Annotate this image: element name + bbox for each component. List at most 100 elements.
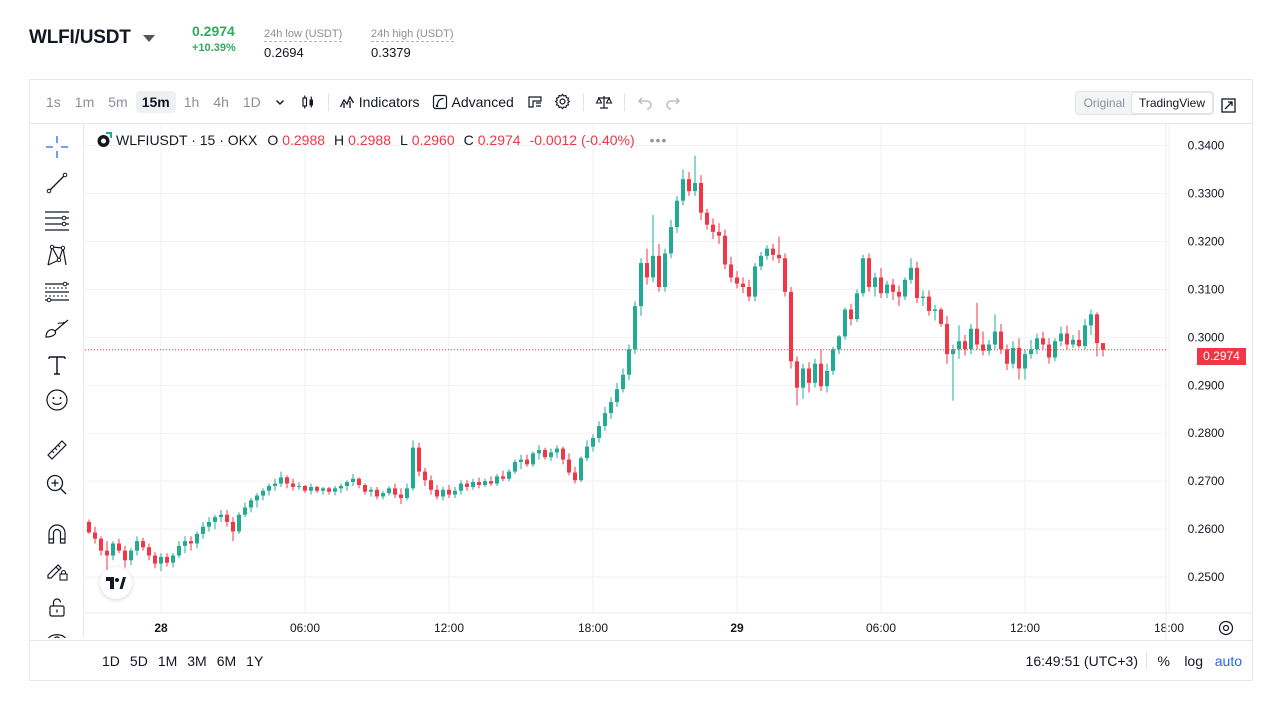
- layout-icon[interactable]: [524, 91, 546, 113]
- candle: [315, 485, 319, 494]
- candle: [261, 488, 265, 501]
- log-scale-button[interactable]: log: [1184, 652, 1203, 669]
- indicators-button[interactable]: Indicators: [335, 91, 424, 113]
- candle-body: [1029, 349, 1033, 355]
- candle: [675, 195, 679, 233]
- candle-body: [225, 514, 229, 522]
- advanced-button[interactable]: Advanced: [428, 91, 518, 113]
- emoji-icon[interactable]: [43, 386, 71, 414]
- interval-1D[interactable]: 1D: [242, 93, 261, 110]
- fib-icon[interactable]: [43, 278, 71, 306]
- candle-body: [747, 287, 751, 297]
- unlock-icon[interactable]: [43, 593, 71, 621]
- x-tick-label: 06:00: [866, 621, 896, 635]
- range-1Y[interactable]: 1Y: [246, 652, 264, 669]
- compare-icon[interactable]: [593, 91, 615, 113]
- fullscreen-icon[interactable]: [1217, 94, 1239, 116]
- interval-4h[interactable]: 4h: [213, 93, 229, 110]
- candle: [1083, 319, 1087, 350]
- candle-body: [555, 448, 559, 453]
- text-tool-icon[interactable]: [43, 351, 71, 379]
- candle: [573, 466, 577, 484]
- range-3M[interactable]: 3M: [187, 652, 207, 669]
- candle-body: [519, 459, 523, 462]
- range-5D[interactable]: 5D: [129, 652, 148, 669]
- low-label: 24h low (USDT): [264, 28, 343, 42]
- candle: [447, 484, 451, 498]
- candle-body: [1017, 347, 1021, 369]
- interval-15m[interactable]: 15m: [135, 90, 176, 113]
- candle-body: [711, 224, 715, 232]
- candle-body: [177, 545, 181, 556]
- redo-icon[interactable]: [662, 91, 684, 113]
- legend-more-icon[interactable]: •••: [649, 132, 668, 148]
- candle: [1059, 326, 1063, 346]
- candle-body: [393, 488, 397, 495]
- price-change-percent: +10.39%: [192, 42, 236, 54]
- magnet-icon[interactable]: [43, 520, 71, 548]
- candle-body: [591, 438, 595, 447]
- pattern-icon[interactable]: [43, 242, 71, 270]
- candle-body: [345, 482, 349, 486]
- interval-1m[interactable]: 1m: [74, 93, 95, 110]
- drawing-toolbar: [30, 124, 84, 638]
- candle-body: [675, 200, 679, 228]
- percent-scale-button[interactable]: %: [1157, 652, 1170, 669]
- candle-body: [135, 541, 139, 551]
- candle-body: [855, 293, 859, 320]
- chart-toolbar: 1s 1m 5m 15m 1h 4h 1D Indicators Advanced: [30, 80, 1252, 124]
- candle-body: [615, 389, 619, 403]
- candle-body: [351, 478, 355, 483]
- candle-body: [951, 349, 955, 355]
- horizontal-lines-icon[interactable]: [43, 206, 71, 234]
- candlestick-chart[interactable]: 0.3400 0.3300 0.3200 0.3100 0.3000 0.2900 0.28…: [85, 124, 1252, 640]
- candle: [453, 486, 457, 498]
- auto-scale-button[interactable]: auto: [1214, 652, 1242, 669]
- pair-selector[interactable]: WLFI/USDT: [29, 27, 155, 49]
- range-1M[interactable]: 1M: [157, 652, 178, 669]
- clock[interactable]: 16:49:51 (UTC+3): [1025, 652, 1138, 669]
- candle: [987, 339, 991, 356]
- view-original-tab[interactable]: Original: [1083, 96, 1125, 110]
- candle-body: [369, 489, 373, 492]
- candle: [345, 480, 349, 491]
- range-6M[interactable]: 6M: [216, 652, 237, 669]
- eye-icon[interactable]: [43, 627, 71, 638]
- interval-5m[interactable]: 5m: [108, 93, 128, 110]
- candle-body: [537, 450, 541, 454]
- gear-icon[interactable]: [552, 91, 574, 113]
- candle-body: [387, 488, 391, 494]
- zoom-in-icon[interactable]: [43, 471, 71, 499]
- interval-1h[interactable]: 1h: [183, 93, 200, 110]
- candle-body: [837, 336, 841, 350]
- range-1D[interactable]: 1D: [102, 652, 120, 669]
- candle: [555, 445, 559, 459]
- trend-line-icon[interactable]: [43, 169, 71, 197]
- candle: [699, 175, 703, 220]
- candle: [531, 451, 535, 467]
- candle-body: [207, 521, 211, 527]
- candle: [879, 267, 883, 299]
- candle-body: [543, 450, 547, 458]
- candle-body: [1047, 344, 1051, 358]
- candle-body: [363, 484, 367, 492]
- crosshair-icon[interactable]: [43, 133, 71, 161]
- ruler-icon[interactable]: [43, 436, 71, 464]
- axis-settings-icon[interactable]: [1218, 620, 1234, 636]
- view-tradingview-tab[interactable]: TradingView: [1131, 93, 1212, 113]
- candle: [123, 545, 127, 568]
- candle-body: [1011, 347, 1015, 364]
- candles-icon[interactable]: [297, 91, 319, 113]
- tradingview-logo[interactable]: [100, 567, 132, 599]
- candle: [471, 478, 475, 490]
- candle-body: [231, 521, 235, 532]
- interval-1s[interactable]: 1s: [46, 93, 61, 110]
- lock-pencil-icon[interactable]: [43, 556, 71, 584]
- chevron-down-icon[interactable]: [269, 91, 291, 113]
- brush-icon[interactable]: [43, 314, 71, 342]
- candle-body: [459, 483, 463, 491]
- candle-body: [657, 255, 661, 287]
- undo-icon[interactable]: [634, 91, 656, 113]
- candle: [831, 346, 835, 375]
- y-tick-label: 0.2800: [1188, 426, 1225, 440]
